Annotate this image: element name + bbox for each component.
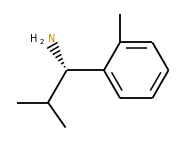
- Text: N: N: [48, 34, 55, 44]
- Text: H: H: [30, 34, 37, 44]
- Text: 2: 2: [39, 39, 44, 45]
